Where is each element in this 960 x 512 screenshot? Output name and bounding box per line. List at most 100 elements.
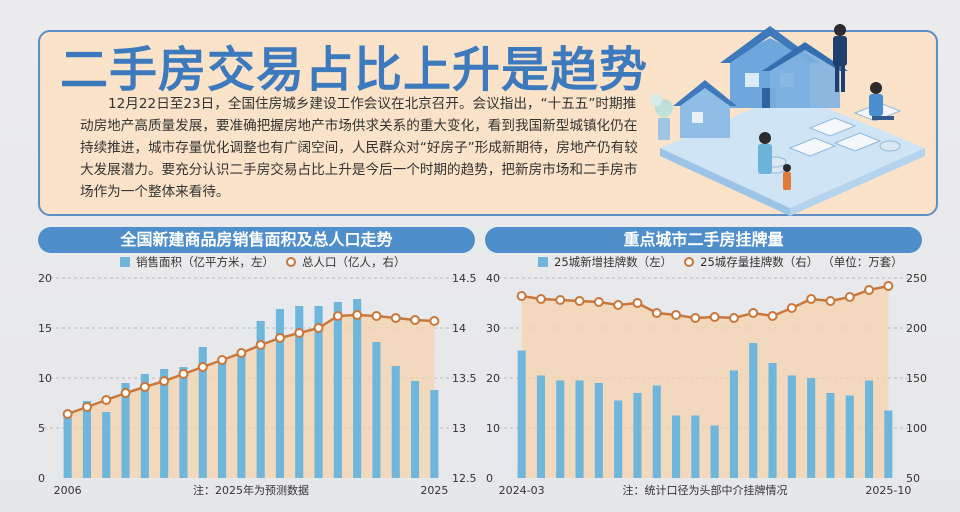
chart2-point [632,298,643,308]
chart2-point [844,292,855,302]
chart1-bar [63,416,72,478]
chart1-right-tick: 13 [452,422,466,435]
chart1-bar [333,302,342,478]
chart1-point [294,328,305,338]
legend-line-swatch [286,257,296,267]
chart1-point [236,348,247,358]
chart2-point [806,294,817,304]
chart2-title: 重点城市二手房挂牌量 [485,227,922,253]
chart2-bar [671,415,681,478]
chart2-right-tick: 100 [906,422,927,435]
chart1-bar [430,390,439,478]
chart2-point [709,312,720,322]
chart1-point [159,376,170,386]
chart2-bar [652,385,661,478]
chart2-bar [787,375,796,478]
chart2-point [593,297,604,307]
chart1-left-tick: 20 [38,272,52,285]
chart1-legend-line: 总人口（亿人，右） [302,255,406,269]
chart2-bar [729,370,739,478]
chart2-x-start: 2024-03 [499,484,545,497]
chart2-point [516,291,527,301]
chart2-left-tick: 20 [486,372,500,385]
chart1-left-tick: 10 [38,372,52,385]
chart1-bar [217,357,227,478]
chart2-bar [749,343,758,478]
chart2-bar [710,425,719,478]
chart1-point [274,333,285,343]
chart2-point [825,296,836,306]
chart1-point [313,323,324,333]
chart1-bar [102,412,111,478]
chart2-point [651,308,662,318]
chart2-bar [614,400,623,478]
chart1-point [178,369,189,379]
chart1-bar [295,306,304,478]
chart1-bar [372,342,381,478]
chart1-right-tick: 14 [452,322,466,335]
chart2-bar [633,393,642,478]
chart2-point [671,310,682,320]
chart1-x-end: 2025 [420,484,448,497]
chart2-bar [691,415,700,478]
chart2-point [728,313,739,323]
chart1-point [120,388,131,398]
chart2-right-tick: 200 [906,322,927,335]
chart1-legend: 销售面积（亿平方米，左） 总人口（亿人，右） [120,254,406,270]
chart1-point [255,340,266,350]
legend-bar-swatch [120,257,130,267]
chart2-point [748,308,759,318]
chart1-bar [314,306,323,478]
chart1-bar [237,350,246,478]
chart1-legend-bar: 销售面积（亿平方米，左） [136,255,274,269]
chart1-point [81,402,92,412]
chart2-bar [864,380,874,478]
chart2-legend-line: 25城存量挂牌数（右） [700,255,819,269]
chart1-right-tick: 13.5 [452,372,477,385]
chart1-bar [198,347,207,478]
chart2-plot: 0 10 20 30 40 50 100 150 200 250 2024-03 2025-10 注：统… [486,272,927,497]
chart1-point [371,311,382,321]
chart2-point [613,300,624,310]
chart2-left-tick: 30 [486,322,500,335]
chart2-bar [768,363,777,478]
chart1-note: 注：2025年为预测数据 [193,483,309,497]
chart2-right-tick: 50 [906,472,920,485]
chart1-bar [179,367,188,478]
chart1-point [352,310,363,320]
chart1-point [429,316,440,326]
chart2-bar [845,395,854,478]
chart1-point [139,382,150,392]
chart2-left-tick: 0 [486,472,493,485]
chart2-point [883,281,894,291]
chart1-point [62,409,73,419]
chart1-bar [82,401,92,478]
chart2-x-end: 2025-10 [865,484,911,497]
chart1-left-tick: 15 [38,322,52,335]
chart2-left-tick: 40 [486,272,500,285]
chart2-bar [536,375,546,478]
chart2-bar [575,380,584,478]
chart1-area [67,315,435,478]
housing-illustration [650,24,925,216]
chart1-title: 全国新建商品房销售面积及总人口走势 [38,227,475,253]
headline: 二手房交易占比上升是趋势 [60,42,649,98]
chart1-bar [391,366,400,478]
chart2-legend: 25城新增挂牌数（左） 25城存量挂牌数（右） （单位：万套） [538,254,903,270]
chart1-bar [140,374,149,478]
chart1-point [390,313,401,323]
chart1-bar [410,381,420,478]
chart1-bar [121,383,130,478]
chart1-point [410,315,421,325]
legend-bar-swatch [538,257,548,267]
chart2-bar [517,350,526,478]
chart1-x-start: 2006 [54,484,82,497]
chart1-point [217,355,228,365]
chart2-unit: （单位：万套） [822,255,903,269]
chart2-bar [556,380,565,478]
chart2-point [574,296,585,306]
chart1-point [197,362,208,372]
chart1-point [332,311,343,321]
chart1-right-tick: 12.5 [452,472,477,485]
intro-text: 12月22日至23日，全国住房城乡建设工作会议在北京召开。会议指出，“十五五”时… [80,96,638,200]
